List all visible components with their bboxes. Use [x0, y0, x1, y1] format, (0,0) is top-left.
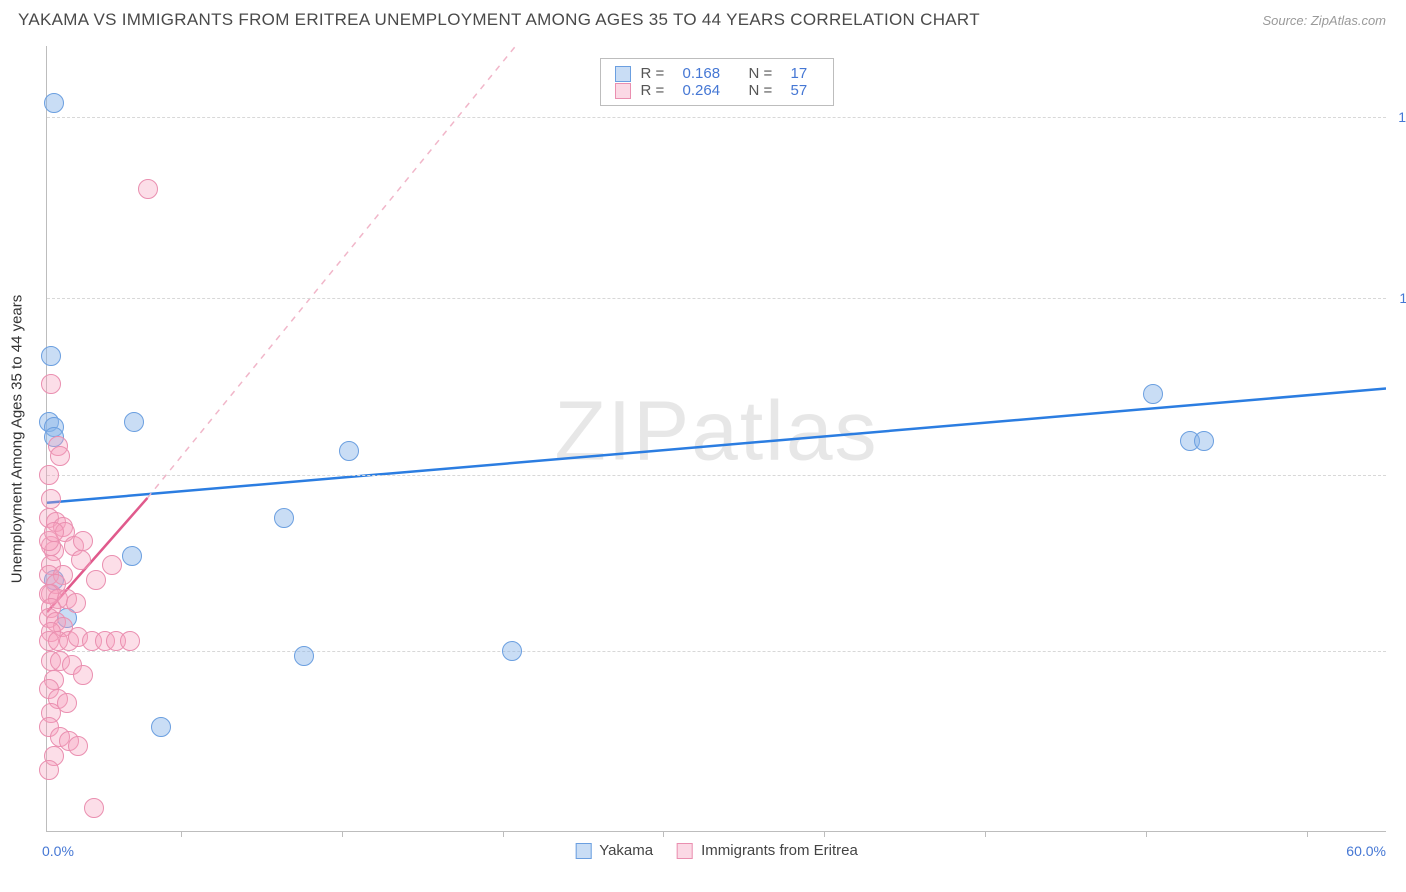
point-yakama — [44, 93, 64, 113]
gridline — [47, 651, 1386, 652]
point-eritrea — [120, 631, 140, 651]
y-tick-label: 11.2% — [1390, 290, 1406, 306]
gridline — [47, 298, 1386, 299]
point-eritrea — [68, 736, 88, 756]
y-tick-label: 15.0% — [1390, 109, 1406, 125]
x-tick — [1307, 831, 1308, 837]
point-eritrea — [73, 531, 93, 551]
x-axis-min-label: 0.0% — [42, 843, 74, 859]
point-yakama — [151, 717, 171, 737]
stats-row-a: R = 0.168 N = 17 — [615, 65, 819, 82]
legend-item-yakama: Yakama — [575, 842, 653, 859]
watermark: ZIPatlas — [554, 382, 878, 479]
point-eritrea — [102, 555, 122, 575]
x-tick — [181, 831, 182, 837]
legend-label: Immigrants from Eritrea — [701, 842, 858, 859]
point-eritrea — [73, 665, 93, 685]
point-eritrea — [66, 593, 86, 613]
point-yakama — [502, 641, 522, 661]
point-eritrea — [138, 179, 158, 199]
y-tick-label: 3.8% — [1390, 643, 1406, 659]
x-tick — [342, 831, 343, 837]
gridline — [47, 117, 1386, 118]
x-tick — [663, 831, 664, 837]
x-axis-max-label: 60.0% — [1346, 843, 1386, 859]
title-bar: YAKAMA VS IMMIGRANTS FROM ERITREA UNEMPL… — [0, 0, 1406, 38]
legend: Yakama Immigrants from Eritrea — [575, 842, 858, 859]
stat-n-a: 17 — [791, 65, 819, 82]
point-yakama — [41, 346, 61, 366]
point-eritrea — [44, 522, 64, 542]
stat-n-label: N = — [749, 82, 781, 99]
point-yakama — [339, 441, 359, 461]
scatter-chart: Unemployment Among Ages 35 to 44 years Z… — [46, 46, 1386, 832]
point-eritrea — [84, 798, 104, 818]
stat-r-b: 0.264 — [683, 82, 739, 99]
point-yakama — [274, 508, 294, 528]
legend-label: Yakama — [599, 842, 653, 859]
swatch-eritrea-icon — [615, 83, 631, 99]
swatch-yakama-icon — [615, 66, 631, 82]
stat-r-a: 0.168 — [683, 65, 739, 82]
x-tick — [1146, 831, 1147, 837]
point-yakama — [124, 412, 144, 432]
point-eritrea — [41, 374, 61, 394]
x-tick — [503, 831, 504, 837]
point-yakama — [1143, 384, 1163, 404]
stat-r-label: R = — [641, 65, 673, 82]
stat-n-label: N = — [749, 65, 781, 82]
x-tick — [824, 831, 825, 837]
stats-row-b: R = 0.264 N = 57 — [615, 82, 819, 99]
stat-r-label: R = — [641, 82, 673, 99]
gridline — [47, 475, 1386, 476]
swatch-eritrea-icon — [677, 843, 693, 859]
point-eritrea — [39, 760, 59, 780]
point-eritrea — [50, 446, 70, 466]
point-yakama — [122, 546, 142, 566]
correlation-stats-box: R = 0.168 N = 17 R = 0.264 N = 57 — [600, 58, 834, 106]
y-tick-label: 7.5% — [1390, 467, 1406, 483]
y-axis-title: Unemployment Among Ages 35 to 44 years — [9, 294, 26, 583]
point-eritrea — [86, 570, 106, 590]
point-eritrea — [39, 465, 59, 485]
chart-title: YAKAMA VS IMMIGRANTS FROM ERITREA UNEMPL… — [18, 10, 980, 30]
legend-item-eritrea: Immigrants from Eritrea — [677, 842, 858, 859]
point-yakama — [294, 646, 314, 666]
point-eritrea — [41, 489, 61, 509]
stat-n-b: 57 — [791, 82, 819, 99]
swatch-yakama-icon — [575, 843, 591, 859]
x-tick — [985, 831, 986, 837]
point-yakama — [1194, 431, 1214, 451]
point-eritrea — [71, 550, 91, 570]
source-attribution: Source: ZipAtlas.com — [1262, 13, 1386, 28]
